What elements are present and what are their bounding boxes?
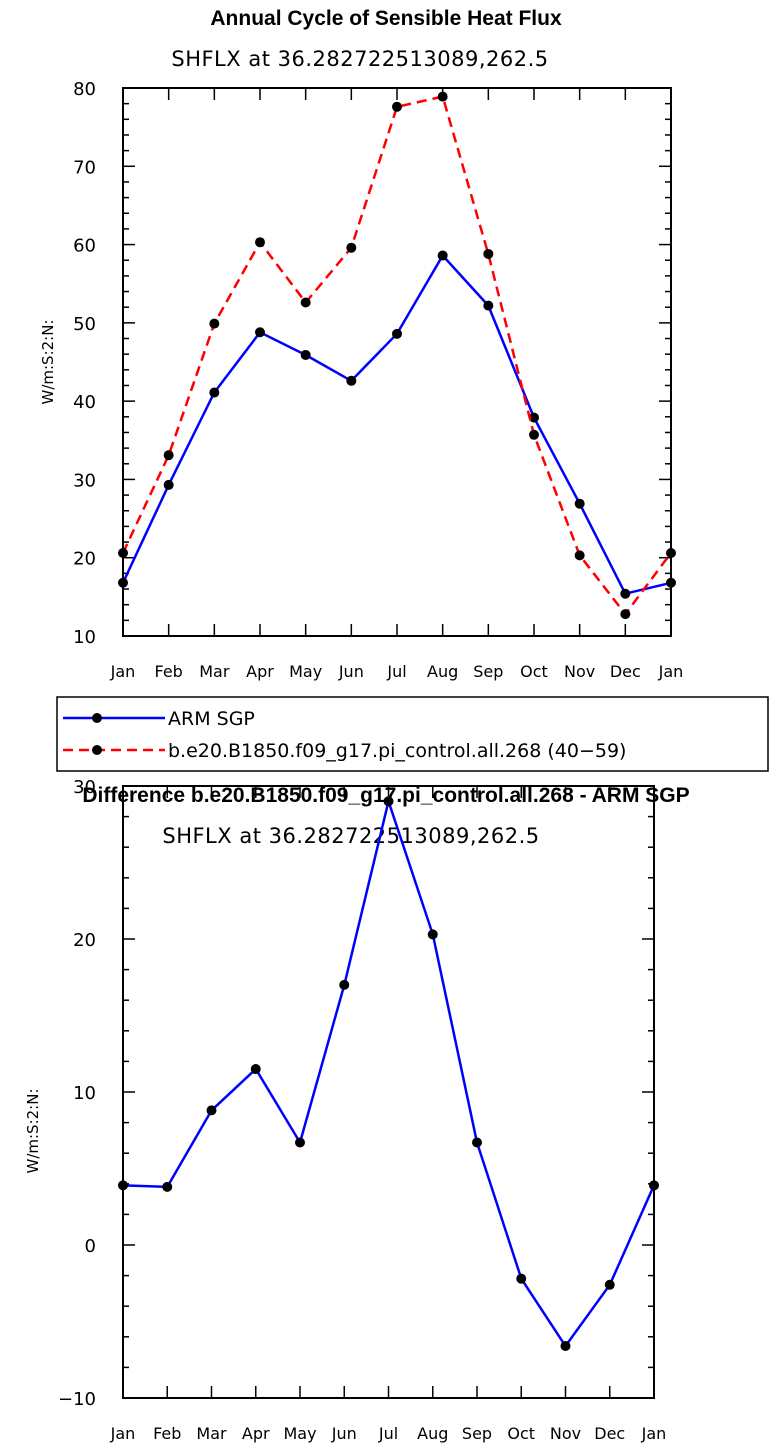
chart-1-marks: 10 20 30 40 50 60 70 80 Jan Feb Mar Apr May Jun Jul Aug… [73,79,683,681]
chart-1-series-1-point [483,300,494,311]
chart-1-x-tick-label: Jan [110,662,136,681]
chart-1-x-tick-label: Aug [427,662,458,681]
chart-1-y-tick-label: 20 [73,549,96,570]
chart-1-x-tick-label: Oct [520,662,548,681]
chart-1-series-2-point [392,101,402,112]
chart-2-series-1-point [516,1273,527,1284]
chart-1-y-tick-label: 80 [73,79,96,100]
chart-1-y-tick-label: 50 [73,314,96,335]
chart-1-series-1-point [574,498,585,509]
chart-2-series-1-point [339,979,350,990]
chart-1-series-1-line [121,253,672,596]
chart-2-y-tick-label: 10 [73,1083,96,1104]
chart-1-x-tick-label: Jul [386,662,406,681]
chart-2-x-tick-label: Aug [417,1424,448,1443]
chart-1-y-axis-label: W/m:S:2:N: [39,320,57,405]
chart-1-series-1-point [163,479,174,490]
chart-1-series-2-point [346,242,357,253]
chart-2-series-1-point [162,1181,173,1192]
chart-2-x-tick-label: Jun [331,1424,357,1443]
chart-2-x-tick-label: May [283,1424,316,1443]
chart-2-x-tick-label: Jul [378,1424,398,1443]
chart-1-series-1-point [209,387,220,398]
chart-1-series-2-point [620,609,631,620]
legend-marker-arm-sgp [92,713,102,723]
chart-1-x-tick-label: Apr [246,662,274,681]
chart-2-series-1-point [427,929,438,940]
chart-2-subtitle: SHFLX at 36.282722513089,262.5 [162,824,539,848]
chart-1-x-tick-label: Mar [199,662,230,681]
chart-1-series-2-point [118,548,128,559]
chart-1-series-2-point [163,450,174,461]
chart-1-x-tick-label: Feb [155,662,183,681]
chart-2-series-1-point [206,1105,217,1116]
chart-1-series-1-point [255,327,265,338]
chart-2-y-tick-label: 20 [73,930,96,951]
chart-2-plot-frame [122,785,655,1399]
legend-label-model: b.e20.B1850.f09_g17.pi_control.all.268 (… [168,740,626,762]
chart-2-series-1-point [604,1279,615,1290]
chart-1-y-tick-label: 40 [73,392,96,413]
chart-2-title: Difference b.e20.B1850.f09_g17.pi_contro… [82,784,689,807]
chart-2-x-tick-label: Feb [153,1424,181,1443]
chart-1-series-1-point [346,375,357,386]
chart-1-y-tick-label: 30 [73,470,96,491]
chart-1-series-2-point [529,429,539,440]
chart-2-x-tick-label: Sep [462,1424,492,1443]
chart-1-series-2-point [209,318,220,329]
chart-2-x-tick-label: Oct [507,1424,535,1443]
chart-1-series-1-point [300,349,311,360]
legend-box [56,696,769,772]
chart-1-y-tick-label: 70 [73,157,96,178]
chart-1-x-tick-label: Jun [338,662,364,681]
chart-2-x-tick-label: Apr [242,1424,270,1443]
chart-1-series-2-point [666,548,676,559]
chart-1-x-tick-label: Jan [658,662,684,681]
chart-2-series-1-point [250,1064,261,1075]
chart-1-x-tick-label: Dec [610,662,641,681]
chart-1-series-1-point [666,577,676,588]
chart-1-x-tick-label: May [289,662,322,681]
chart-1-series-2-point [300,297,311,308]
chart-1-subtitle: SHFLX at 36.282722513089,262.5 [171,47,548,71]
chart-2-series-1-line [122,796,656,1349]
chart-1-title: Annual Cycle of Sensible Heat Flux [210,7,562,30]
chart-2-series-1-point [472,1137,482,1148]
chart-2-series-1-point [383,796,394,807]
chart-1-series-2-point [574,550,585,561]
legend-label-arm-sgp: ARM SGP [168,708,255,730]
chart-2-y-tick-label: 0 [85,1236,96,1257]
chart-1-series-2-point [437,91,448,102]
legend-marker-model [92,745,102,755]
chart-2-x-tick-label: Jan [641,1424,667,1443]
chart-1-series-1-point [620,588,631,599]
chart-1-x-tick-label: Nov [564,662,595,681]
chart-2-x-tick-label: Mar [196,1424,227,1443]
chart-2-marks: −10 0 10 20 30 Jan Feb Mar Apr May Jun Jul Aug Sep Oct… [58,777,666,1443]
chart-1-series-2-point [255,237,265,248]
chart-2-y-axis-label: W/m:S:2:N: [24,1089,42,1174]
chart-1-series-1-point [437,250,448,261]
chart-1-series-2-point [483,248,494,259]
chart-1-legend: ARM SGP b.e20.B1850.f09_g17.pi_control.a… [56,696,769,772]
chart-1-y-tick-label: 10 [73,627,96,648]
chart-1-series-2-line [121,95,673,617]
chart-2-y-tick-label: 30 [73,777,96,798]
chart-2-x-tick-label: Dec [594,1424,625,1443]
chart-2-x-tick-label: Jan [110,1424,136,1443]
chart-2-series-1-point [295,1137,305,1148]
chart-2-x-tick-label: Nov [550,1424,581,1443]
chart-1-y-tick-label: 60 [73,236,96,257]
chart-1-x-tick-label: Sep [473,662,503,681]
chart-1-series-1-point [118,577,128,588]
chart-1-plot-frame [122,87,672,637]
chart-2-y-tick-label: −10 [58,1389,96,1410]
chart-2-series-1-point [118,1180,128,1191]
chart-2-series-1-point [649,1180,659,1191]
chart-1-series-1-point [392,328,402,339]
chart-2-series-1-point [560,1340,571,1351]
